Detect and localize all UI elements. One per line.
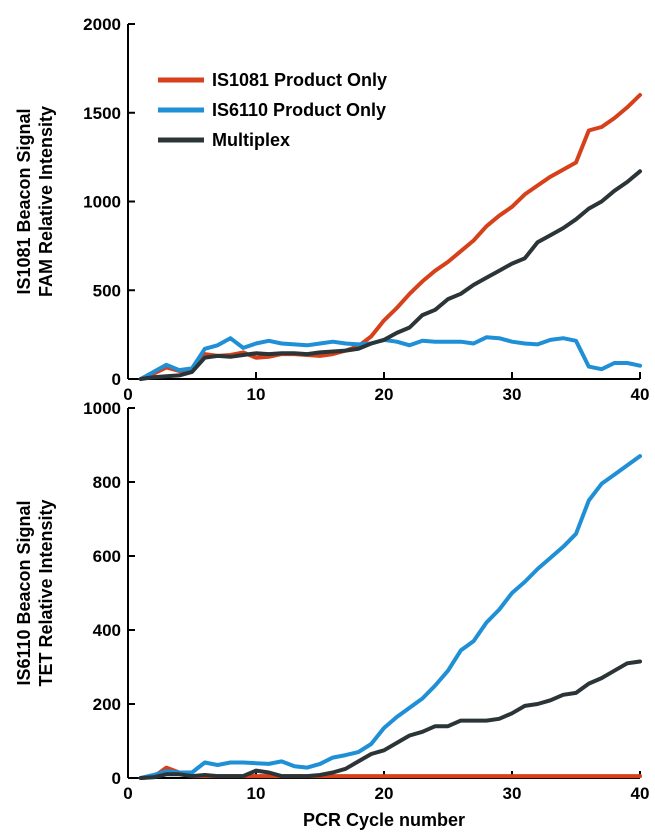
y-tick-label: 200: [93, 695, 121, 714]
y-axis-label: IS6110 Beacon Signal TET Relative Intensi…: [14, 499, 56, 686]
x-tick-label: 40: [631, 385, 650, 404]
legend-label: Multiplex: [212, 130, 290, 150]
x-tick-label: 30: [503, 385, 522, 404]
x-tick-label: 40: [631, 784, 650, 803]
x-tick-label: 10: [247, 385, 266, 404]
y-axis-label-line: IS6110 Beacon Signal: [14, 500, 34, 685]
x-tick-label: 20: [375, 784, 394, 803]
y-tick-label: 400: [93, 621, 121, 640]
legend-label: IS1081 Product Only: [212, 70, 387, 90]
y-tick-label: 0: [112, 370, 121, 389]
y-axis-label-line: FAM Relative Intensity: [36, 106, 56, 297]
x-tick-label: 20: [375, 385, 394, 404]
series-line-is6110-product-only: [138, 335, 642, 381]
x-tick-label: 0: [123, 784, 132, 803]
top-chart-panel: 0 10 20 30 40 0 500 1000 1500 2000 IS1081 Beacon S…: [14, 15, 649, 404]
series-line-multiplex: [138, 169, 642, 381]
y-tick-label: 500: [93, 281, 121, 300]
y-axis-label-line: TET Relative Intensity: [36, 499, 56, 686]
y-axis-label-line: IS1081 Beacon Signal: [14, 108, 34, 294]
y-axis-label: IS1081 Beacon Signal FAM Relative Intensi…: [14, 106, 56, 297]
x-tick-label: 30: [503, 784, 522, 803]
series-line-is6110-product-only: [138, 454, 642, 780]
legend: IS1081 Product Only IS6110 Product Only Mu…: [158, 70, 387, 150]
y-tick-label: 600: [93, 547, 121, 566]
y-tick-label: 0: [112, 769, 121, 788]
x-tick-label: 10: [247, 784, 266, 803]
y-tick-label: 1000: [83, 193, 121, 212]
series-line-multiplex: [138, 659, 642, 780]
y-tick-label: 2000: [83, 15, 121, 34]
x-axis-label: PCR Cycle number: [303, 810, 465, 830]
x-tick-label: 0: [123, 385, 132, 404]
legend-label: IS6110 Product Only: [212, 100, 386, 120]
y-tick-label: 800: [93, 473, 121, 492]
y-tick-label: 1000: [83, 399, 121, 418]
y-tick-label: 1500: [83, 104, 121, 123]
